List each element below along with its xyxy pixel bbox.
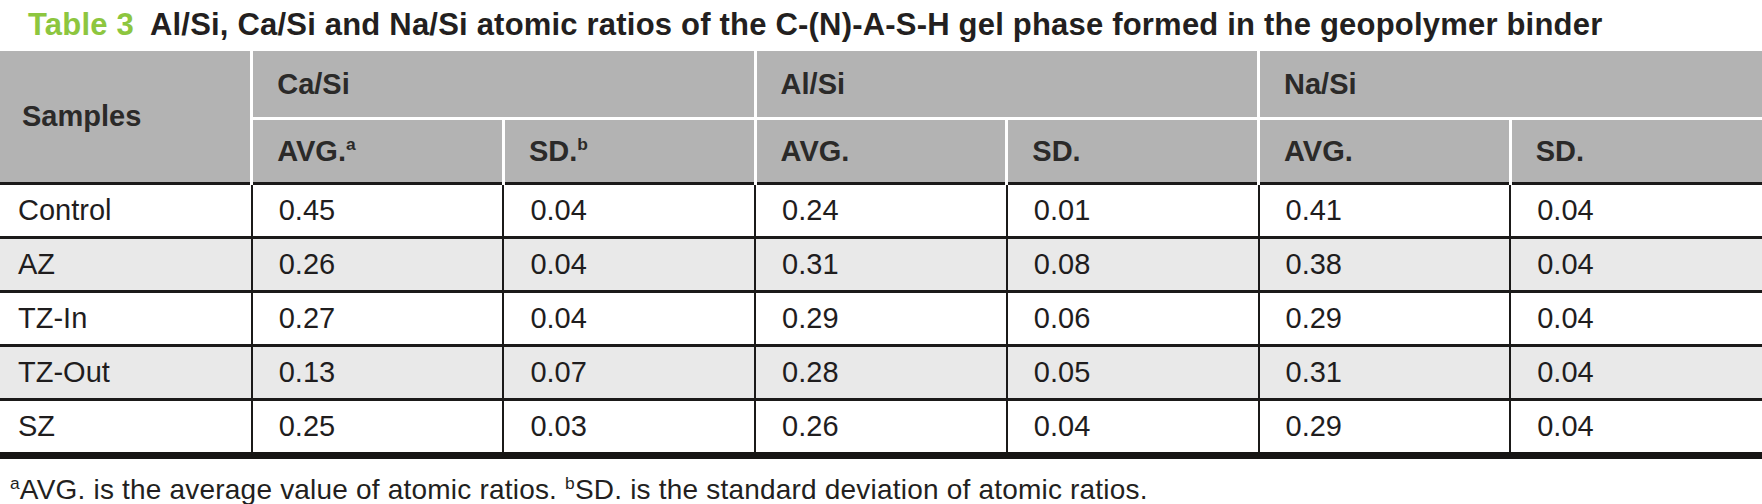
table-row-az: AZ 0.26 0.04 0.31 0.08 0.38 0.04 [0, 238, 1762, 292]
table-row-control: Control 0.45 0.04 0.24 0.01 0.41 0.04 [0, 184, 1762, 238]
value-cell: 0.04 [1510, 400, 1762, 456]
value-cell: 0.08 [1007, 238, 1259, 292]
subheader-sd-ca: SD.b [503, 119, 755, 184]
value-cell: 0.29 [755, 292, 1007, 346]
value-cell: 0.45 [252, 184, 504, 238]
value-cell: 0.04 [503, 238, 755, 292]
table-row-tz-in: TZ-In 0.27 0.04 0.29 0.06 0.29 0.04 [0, 292, 1762, 346]
subheader-avg-al: AVG. [755, 119, 1007, 184]
footnote-text-a: AVG. is the average value of atomic rati… [20, 474, 565, 504]
value-cell: 0.28 [755, 346, 1007, 400]
table-caption: Table 3 Al/Si, Ca/Si and Na/Si atomic rat… [0, 0, 1762, 51]
sample-name-cell: Control [0, 184, 252, 238]
value-cell: 0.31 [755, 238, 1007, 292]
sample-name-cell: SZ [0, 400, 252, 456]
value-cell: 0.03 [503, 400, 755, 456]
value-cell: 0.26 [252, 238, 504, 292]
atomic-ratios-table: Samples Ca/Si Al/Si Na/Si AVG.a SD.b AVG… [0, 51, 1762, 459]
table-row-tz-out: TZ-Out 0.13 0.07 0.28 0.05 0.31 0.04 [0, 346, 1762, 400]
avg-label: AVG. [277, 135, 346, 167]
value-cell: 0.04 [503, 184, 755, 238]
value-cell: 0.04 [1510, 238, 1762, 292]
subheader-sd-al: SD. [1007, 119, 1259, 184]
table-header: Samples Ca/Si Al/Si Na/Si AVG.a SD.b AVG… [0, 51, 1762, 184]
value-cell: 0.29 [1259, 400, 1511, 456]
value-cell: 0.07 [503, 346, 755, 400]
sample-name-cell: TZ-In [0, 292, 252, 346]
table-row-sz: SZ 0.25 0.03 0.26 0.04 0.29 0.04 [0, 400, 1762, 456]
value-cell: 0.31 [1259, 346, 1511, 400]
value-cell: 0.24 [755, 184, 1007, 238]
group-header-ca-si: Ca/Si [252, 51, 755, 119]
footnote-text-b: SD. is the standard deviation of atomic … [575, 474, 1148, 504]
table-title-text: Al/Si, Ca/Si and Na/Si atomic ratios of … [150, 7, 1602, 42]
value-cell: 0.05 [1007, 346, 1259, 400]
subheader-avg-na: AVG. [1259, 119, 1511, 184]
value-cell: 0.41 [1259, 184, 1511, 238]
table-body: Control 0.45 0.04 0.24 0.01 0.41 0.04 AZ… [0, 184, 1762, 456]
value-cell: 0.25 [252, 400, 504, 456]
header-sub-row: AVG.a SD.b AVG. SD. AVG. SD. [0, 119, 1762, 184]
group-header-al-si: Al/Si [755, 51, 1258, 119]
value-cell: 0.04 [503, 292, 755, 346]
value-cell: 0.01 [1007, 184, 1259, 238]
footnote-sup-b: b [565, 473, 575, 493]
value-cell: 0.29 [1259, 292, 1511, 346]
value-cell: 0.38 [1259, 238, 1511, 292]
value-cell: 0.04 [1510, 292, 1762, 346]
value-cell: 0.26 [755, 400, 1007, 456]
value-cell: 0.04 [1510, 184, 1762, 238]
sample-name-cell: TZ-Out [0, 346, 252, 400]
table-figure: Table 3 Al/Si, Ca/Si and Na/Si atomic rat… [0, 0, 1762, 504]
sd-label: SD. [529, 135, 577, 167]
value-cell: 0.04 [1510, 346, 1762, 400]
value-cell: 0.04 [1007, 400, 1259, 456]
footnote-sup-a: a [10, 473, 20, 493]
table-footnote: aAVG. is the average value of atomic rat… [0, 459, 1762, 504]
group-header-na-si: Na/Si [1259, 51, 1762, 119]
footnote-marker-b: b [577, 134, 588, 154]
value-cell: 0.27 [252, 292, 504, 346]
table-number-label: Table 3 [28, 7, 134, 42]
subheader-avg-ca: AVG.a [252, 119, 504, 184]
samples-header-cell: Samples [0, 51, 252, 184]
footnote-marker-a: a [346, 134, 356, 154]
header-group-row: Samples Ca/Si Al/Si Na/Si [0, 51, 1762, 119]
sample-name-cell: AZ [0, 238, 252, 292]
value-cell: 0.13 [252, 346, 504, 400]
value-cell: 0.06 [1007, 292, 1259, 346]
subheader-sd-na: SD. [1510, 119, 1762, 184]
